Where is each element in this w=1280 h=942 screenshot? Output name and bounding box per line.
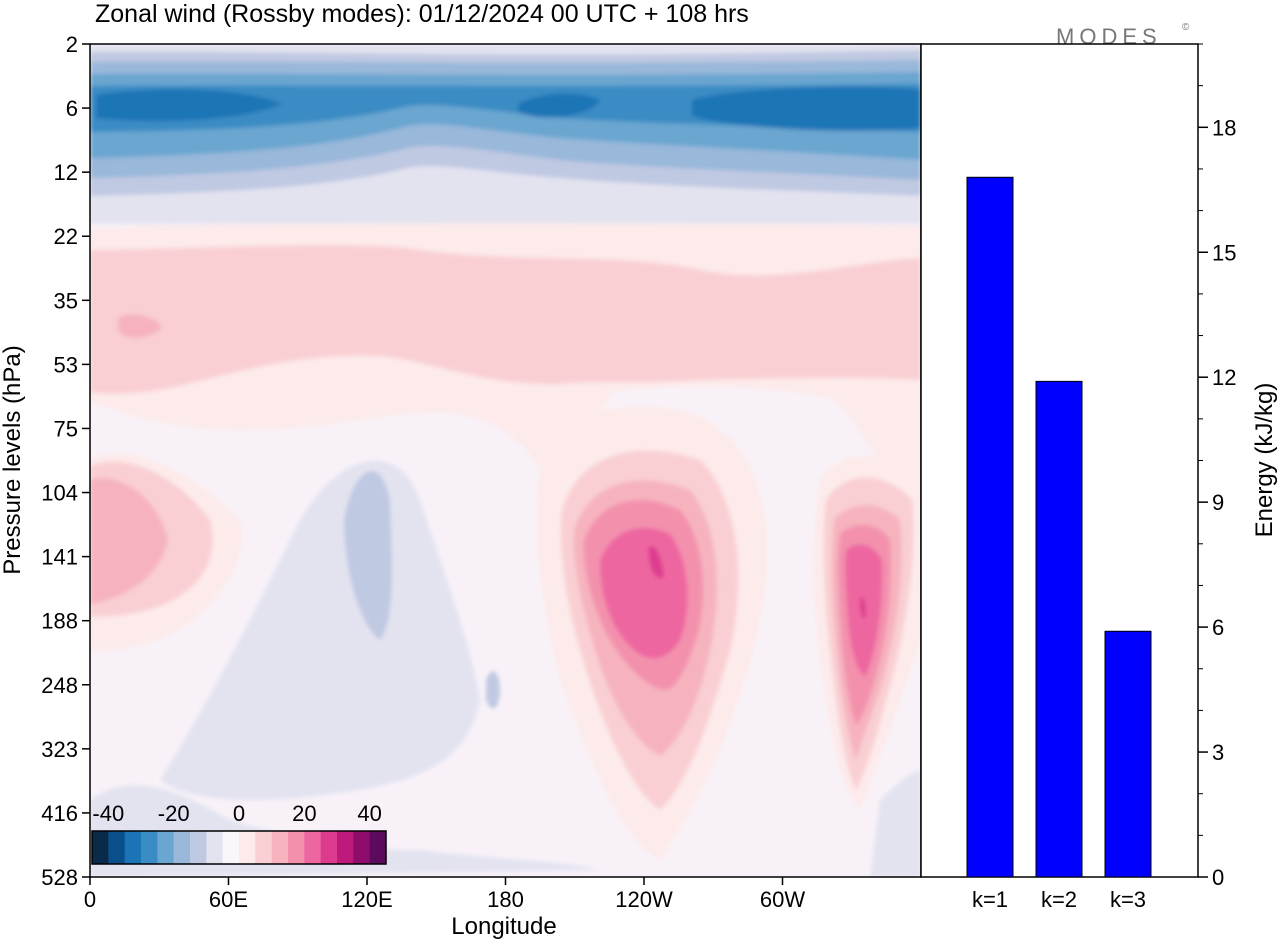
colorbar-swatch xyxy=(222,831,240,864)
colorbar-swatch xyxy=(369,831,387,864)
bar-category-label: k=3 xyxy=(1110,887,1146,912)
colorbar-swatch xyxy=(239,831,256,864)
y-tick-label: 22 xyxy=(54,224,78,249)
contour-band xyxy=(90,478,168,604)
y-tick-label: 323 xyxy=(41,737,78,762)
y-tick-label: 12 xyxy=(54,160,78,185)
contour-band xyxy=(870,770,921,877)
y-tick-label: 141 xyxy=(41,545,78,570)
colorbar: -40 -20 0 20 40 xyxy=(91,801,387,865)
y-tick-label: 248 xyxy=(41,673,78,698)
colorbar-tick-label: 40 xyxy=(357,801,381,826)
colorbar-swatch xyxy=(190,831,207,864)
x-axis-label: Longitude xyxy=(451,913,556,940)
x-tick-label: 180 xyxy=(487,887,524,912)
energy-tick-label: 12 xyxy=(1212,365,1236,390)
energy-tick-label: 18 xyxy=(1212,115,1236,140)
y-tick-label: 35 xyxy=(54,288,78,313)
colorbar-swatch xyxy=(288,831,305,864)
colorbar-swatch xyxy=(320,831,338,864)
y-tick-label: 53 xyxy=(54,352,78,377)
energy-bar xyxy=(1035,380,1083,878)
contour-band xyxy=(96,89,282,122)
bar-y-ticks: 0 3 6 9 12 15 18 xyxy=(1198,43,1236,890)
colorbar-swatch xyxy=(304,831,322,864)
y-tick-label: 188 xyxy=(41,609,78,634)
colorbar-swatch xyxy=(157,831,175,864)
contour-band xyxy=(90,245,921,394)
y-tick-label: 75 xyxy=(54,416,78,441)
energy-tick-label: 15 xyxy=(1212,240,1236,265)
colorbar-swatch xyxy=(337,831,354,864)
contour-band xyxy=(486,671,500,709)
bar-series xyxy=(966,176,1152,878)
energy-axis-label: Energy (kJ/kg) xyxy=(1251,383,1278,538)
energy-tick-label: 3 xyxy=(1212,740,1224,765)
bar-category-label: k=1 xyxy=(972,887,1008,912)
copyright-mark: © xyxy=(1182,22,1190,33)
colorbar-swatch xyxy=(92,831,109,864)
colorbar-swatch xyxy=(353,831,371,864)
colorbar-swatch xyxy=(271,831,289,864)
colorbar-tick-label: 0 xyxy=(233,801,245,826)
heatmap-y-ticks: 2 6 12 22 35 53 75 104 141 188 248 323 416 528 xyxy=(41,32,90,890)
x-tick-label: 0 xyxy=(84,887,96,912)
energy-tick-label: 0 xyxy=(1212,865,1224,890)
contour-band xyxy=(860,597,866,619)
contour-band xyxy=(692,86,921,131)
chart-title: Zonal wind (Rossby modes): 01/12/2024 00… xyxy=(95,0,749,28)
energy-tick-label: 6 xyxy=(1212,615,1224,640)
colorbar-tick-label: -40 xyxy=(92,801,124,826)
colorbar-swatch xyxy=(108,831,126,864)
y-tick-label: 104 xyxy=(41,481,78,506)
bar-category-label: k=2 xyxy=(1041,887,1077,912)
colorbar-swatch xyxy=(141,831,158,864)
energy-tick-label: 9 xyxy=(1212,490,1224,515)
contour-band xyxy=(648,546,664,579)
energy-bar xyxy=(1104,630,1152,878)
colorbar-swatch xyxy=(255,831,273,864)
colorbar-tick-label: -20 xyxy=(158,801,190,826)
colorbar-swatch xyxy=(124,831,142,864)
contour-band xyxy=(344,471,392,640)
energy-bar xyxy=(966,176,1014,878)
contour-band xyxy=(160,460,480,800)
colorbar-frame xyxy=(91,830,387,865)
y-tick-label: 528 xyxy=(41,865,78,890)
heatmap-x-ticks: 0 60E 120E 180 120W 60W xyxy=(84,877,805,912)
y-tick-label: 416 xyxy=(41,801,78,826)
contour-band xyxy=(118,314,162,339)
colorbar-swatch xyxy=(173,831,191,864)
heatmap-field xyxy=(90,44,921,877)
x-tick-label: 120W xyxy=(615,887,673,912)
x-tick-label: 120E xyxy=(341,887,392,912)
contour-band xyxy=(600,527,688,659)
y-tick-label: 2 xyxy=(66,32,78,57)
y-tick-label: 6 xyxy=(66,96,78,121)
colorbar-swatch xyxy=(206,831,224,864)
contour-band xyxy=(518,93,600,118)
colorbar-tick-label: 20 xyxy=(292,801,316,826)
x-tick-label: 60W xyxy=(760,887,805,912)
bar-x-ticks: k=1 k=2 k=3 xyxy=(972,887,1146,912)
x-tick-label: 60E xyxy=(209,887,248,912)
y-axis-label: Pressure levels (hPa) xyxy=(0,345,26,574)
